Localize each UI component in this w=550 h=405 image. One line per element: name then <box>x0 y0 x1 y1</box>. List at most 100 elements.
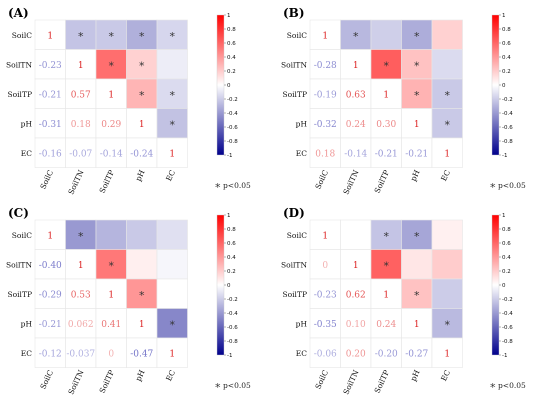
correlation-value: -0.14 <box>344 149 367 159</box>
correlation-value: -0.40 <box>39 261 62 271</box>
column-label: SoilTP <box>373 369 392 395</box>
heatmap-cell <box>340 78 372 109</box>
correlation-value: 0.24 <box>346 120 366 130</box>
significance-star: * <box>139 30 145 43</box>
heatmap-cell <box>95 308 127 339</box>
colorbar-tick-label: -0.2 <box>227 97 238 103</box>
heatmap-cell <box>95 137 127 168</box>
heatmap-cell <box>431 219 463 250</box>
diagonal-value: 1 <box>108 90 114 100</box>
significance-star: * <box>139 59 145 72</box>
row-label: SoilTP <box>8 90 33 99</box>
row-label: SoilTN <box>281 260 307 269</box>
significance-star: * <box>414 230 420 243</box>
colorbar-tick-label: 0.8 <box>502 27 511 33</box>
heatmap-cell <box>34 278 66 309</box>
column-label: SoilTN <box>66 368 85 396</box>
colorbar-tick-label: -0.2 <box>227 297 238 303</box>
significance-star: * <box>384 259 390 272</box>
column-label: EC <box>439 168 452 182</box>
heatmap-cell <box>156 137 188 168</box>
heatmap-cell <box>401 337 433 368</box>
heatmap-cell <box>34 337 66 368</box>
row-label: EC <box>296 149 307 158</box>
heatmap-cell <box>156 249 188 280</box>
correlation-value: -0.07 <box>69 149 92 159</box>
colorbar-tick-label: -1 <box>227 353 232 359</box>
correlation-value: 0.62 <box>346 290 366 300</box>
column-label: pH <box>409 368 422 382</box>
column-label: SoilTP <box>98 169 117 195</box>
row-label: EC <box>21 349 32 358</box>
column-label: SoilC <box>38 168 55 190</box>
correlation-value: 0.53 <box>71 290 91 300</box>
colorbar-tick-label: -0.6 <box>502 125 513 131</box>
heatmap-cell <box>126 219 158 250</box>
diagonal-value: 1 <box>444 349 450 359</box>
column-label: SoilTN <box>66 168 85 196</box>
colorbar-tick-label: -0.8 <box>227 339 238 345</box>
heatmap-cell <box>370 108 402 139</box>
significance-star: * <box>414 89 420 102</box>
heatmap-cell <box>156 108 188 139</box>
column-label: SoilTP <box>98 369 117 395</box>
colorbar-tick-label: 0.8 <box>227 227 236 233</box>
heatmap-cell <box>370 19 402 50</box>
heatmap-cell <box>34 78 66 109</box>
correlation-value: -0.23 <box>314 290 337 300</box>
colorbar-tick-label: 0.2 <box>502 269 511 275</box>
correlation-value: 0.57 <box>71 90 91 100</box>
colorbar <box>491 14 500 156</box>
legend-star: * <box>215 381 221 394</box>
heatmap-cell <box>126 137 158 168</box>
column-label: SoilC <box>313 368 330 390</box>
colorbar-tick-label: -0.4 <box>227 311 238 317</box>
heatmap-cell <box>95 219 127 250</box>
diagonal-value: 1 <box>322 231 328 241</box>
significance-star: * <box>170 30 176 43</box>
correlation-value: -0.21 <box>405 149 428 159</box>
heatmap-cell <box>431 78 463 109</box>
diagonal-value: 1 <box>47 231 53 241</box>
heatmap-cell <box>95 78 127 109</box>
colorbar-tick-label: 0 <box>502 283 506 289</box>
diagonal-value: 1 <box>139 320 145 330</box>
colorbar-tick-label: 0.6 <box>502 241 511 247</box>
colorbar-tick-label: -1 <box>502 353 507 359</box>
correlation-value: -0.31 <box>39 120 62 130</box>
colorbar-tick-label: 1 <box>227 13 231 19</box>
colorbar <box>491 214 500 356</box>
heatmap-cell <box>156 278 188 309</box>
heatmap-cell <box>309 308 341 339</box>
heatmap-cell <box>340 278 372 309</box>
heatmap-cell <box>65 308 97 339</box>
heatmap-cell <box>401 249 433 280</box>
colorbar-tick-label: -1 <box>227 153 232 159</box>
correlation-value: -0.23 <box>39 61 62 71</box>
colorbar-tick-label: -0.8 <box>502 139 513 145</box>
significance-star: * <box>170 118 176 131</box>
significance-star: * <box>445 89 451 102</box>
heatmap-cell <box>340 308 372 339</box>
legend-text: p<0.05 <box>498 181 526 190</box>
heatmap-cell <box>401 308 433 339</box>
significance-star: * <box>139 289 145 302</box>
row-label: EC <box>21 149 32 158</box>
colorbar-tick-label: 0.4 <box>502 255 511 261</box>
heatmap-cell <box>126 337 158 368</box>
significance-star: * <box>445 318 451 331</box>
significance-star: * <box>414 30 420 43</box>
legend-star: * <box>215 181 221 194</box>
heatmap-cell <box>431 108 463 139</box>
heatmap-cell <box>95 108 127 139</box>
heatmap-cell <box>65 249 97 280</box>
correlation-value: 0.24 <box>376 320 396 330</box>
correlation-value: 0.29 <box>101 120 121 130</box>
heatmap-cell <box>156 49 188 80</box>
correlation-value: -0.21 <box>39 90 62 100</box>
significance-star: * <box>109 59 115 72</box>
correlation-value: -0.16 <box>39 149 62 159</box>
correlation-value: -0.24 <box>130 149 153 159</box>
colorbar-tick-label: -0.6 <box>227 125 238 131</box>
